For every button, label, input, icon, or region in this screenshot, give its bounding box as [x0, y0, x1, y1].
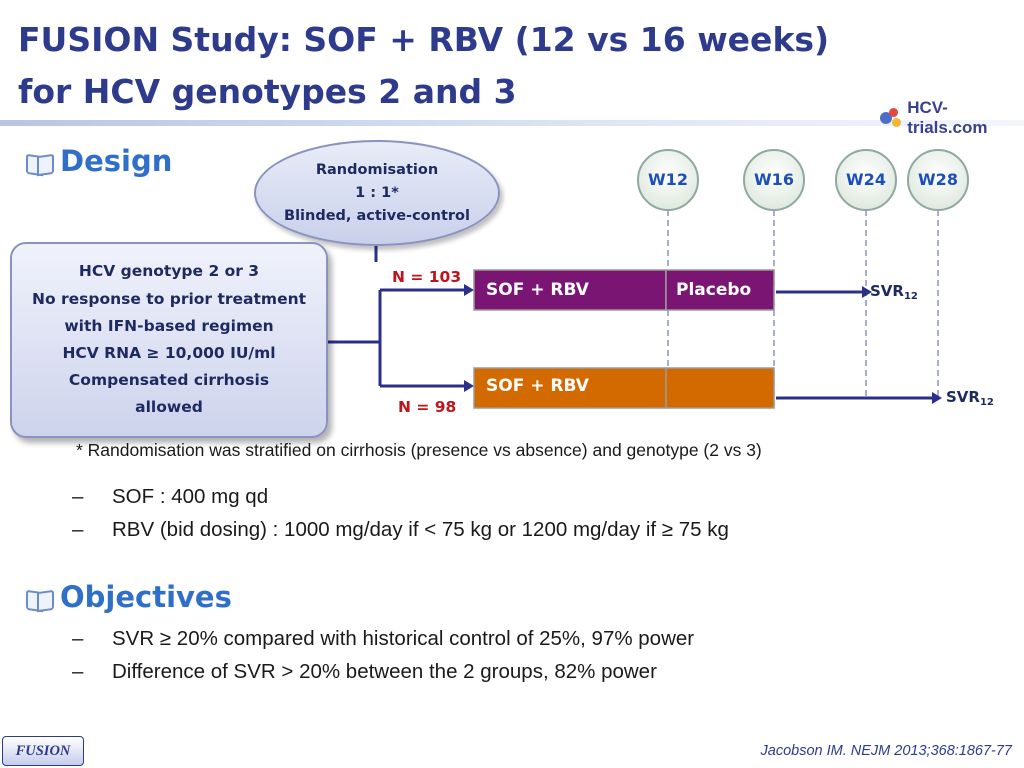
randomisation-line-1: Randomisation [315, 161, 439, 178]
list-item: – Difference of SVR > 20% between the 2 g… [72, 660, 657, 683]
followup-arrowhead-arm-2 [932, 392, 942, 404]
inclusion-criteria-box: HCV genotype 2 or 3 No response to prior… [10, 242, 328, 438]
randomisation-line-3: Blinded, active-control [284, 207, 470, 224]
criteria-line-6: allowed [135, 398, 203, 417]
page-title: FUSION Study: SOF + RBV (12 vs 16 weeks)… [18, 14, 829, 118]
list-item: – RBV (bid dosing) : 1000 mg/day if < 75 … [72, 518, 729, 541]
objectives-list: – SVR ≥ 20% compared with historical cont… [72, 622, 694, 688]
arm-2-n: N = 98 [398, 398, 457, 416]
logo-text: HCV-trials.com [907, 98, 988, 137]
arrowhead-arm-1 [464, 284, 474, 296]
design-heading-text: Design [60, 144, 173, 178]
criteria-line-5: Compensated cirrhosis [68, 371, 270, 390]
criteria-line-3: with IFN-based regimen [64, 316, 274, 335]
week-label-w28: W28 [918, 170, 958, 189]
objectives-heading-text: Objectives [60, 580, 232, 614]
criteria-line-1: HCV genotype 2 or 3 [78, 262, 260, 281]
criteria-line-4: HCV RNA ≥ 10,000 IU/ml [62, 344, 276, 362]
arm-1-segment-2-label: Placebo [676, 280, 752, 300]
hcv-trials-logo-icon [880, 108, 903, 128]
open-book-icon [26, 591, 54, 609]
criteria-line-2: No response to prior treatment [31, 289, 307, 308]
randomisation-footnote: * Randomisation was stratified on cirrho… [76, 440, 762, 460]
title-line-1: FUSION Study: SOF + RBV (12 vs 16 weeks) [18, 20, 830, 59]
arm-1-n: N = 103 [392, 268, 462, 286]
arm-2-bar-segment-2 [665, 367, 775, 409]
week-circle-w12 [637, 149, 699, 211]
followup-arrowhead-arm-1 [862, 286, 872, 298]
dosing-list: – SOF : 400 mg qd – RBV (bid dosing) : 100… [72, 480, 729, 546]
arm-1-segment-1-label: SOF + RBV [486, 280, 589, 300]
arrowhead-arm-2 [464, 380, 474, 392]
list-item: – SVR ≥ 20% compared with historical cont… [72, 627, 695, 650]
week-label-w16: W16 [754, 170, 794, 189]
arm-2-endpoint: SVR12 [946, 388, 994, 408]
week-label-w24: W24 [846, 170, 886, 189]
arm-2-segment-1-label: SOF + RBV [486, 376, 589, 396]
study-tag: FUSION [2, 736, 84, 766]
objectives-heading: Objectives [26, 580, 232, 614]
title-line-2: for HCV genotypes 2 and 3 [18, 72, 517, 111]
arm-1-bar-segment-1 [473, 269, 667, 311]
week-circle-w24 [835, 149, 897, 211]
title-divider [0, 120, 1024, 126]
design-heading: Design [26, 144, 172, 178]
week-circle-w16 [743, 149, 805, 211]
randomisation-line-2: 1 : 1* [355, 184, 399, 201]
randomisation-oval: Randomisation 1 : 1* Blinded, active-con… [254, 140, 500, 246]
week-label-w12: W12 [648, 170, 688, 189]
arm-1-endpoint: SVR12 [870, 282, 918, 302]
arm-1-bar-segment-2 [665, 269, 775, 311]
reference-citation: Jacobson IM. NEJM 2013;368:1867-77 [760, 743, 1012, 759]
arm-2-bar-segment-1 [473, 367, 667, 409]
week-circle-w28 [907, 149, 969, 211]
list-item: – SOF : 400 mg qd [72, 485, 269, 508]
site-logo: HCV-trials.com [880, 98, 1024, 138]
